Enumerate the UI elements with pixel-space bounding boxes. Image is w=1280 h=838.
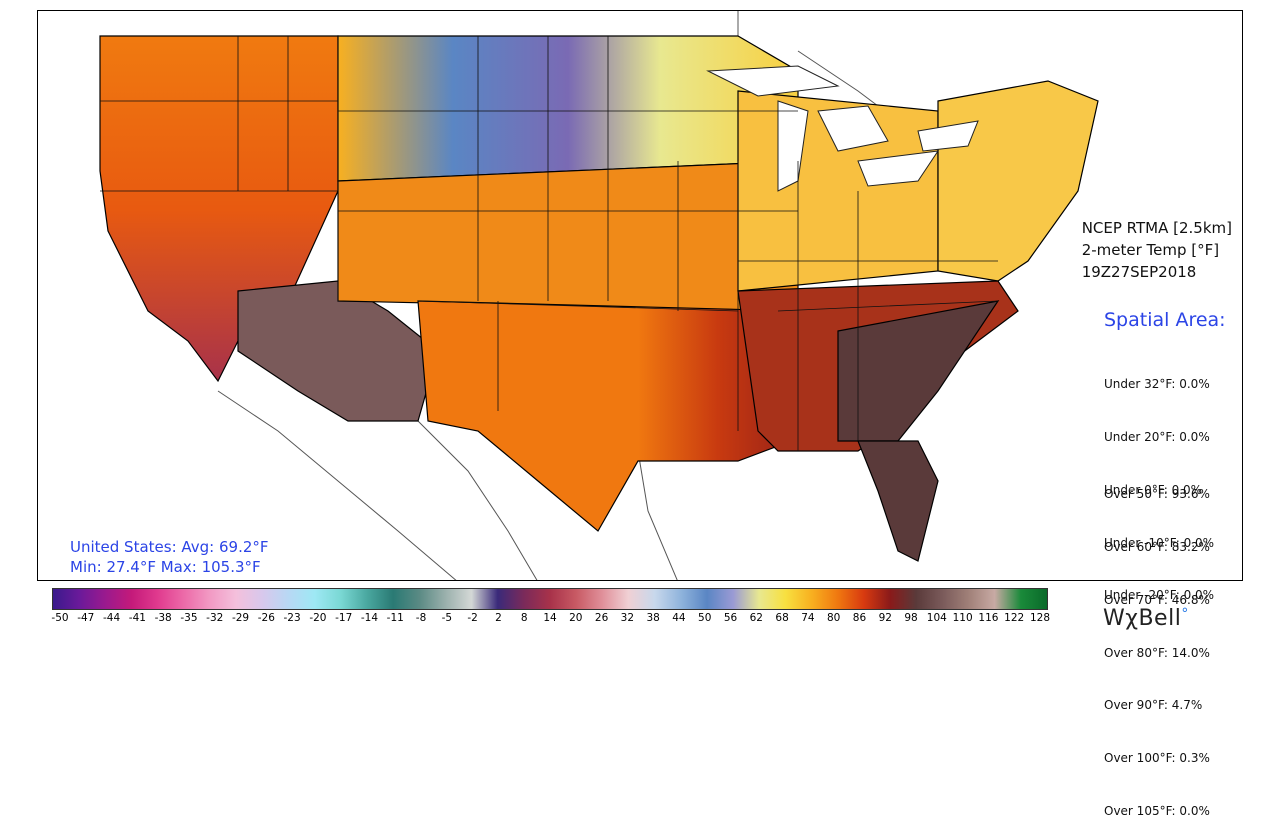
colorbar-tick: -47 (77, 612, 95, 624)
colorbar-tick: -2 (467, 612, 478, 624)
georgia-carolinas-region (837, 300, 1000, 442)
colorbar-tick: 104 (926, 612, 947, 624)
stats-avg: United States: Avg: 69.2°F (70, 538, 269, 556)
colorbar-tick: -23 (283, 612, 301, 624)
colorbar-tick: 74 (801, 612, 815, 624)
colorbar-tick: -14 (360, 612, 379, 624)
colorbar-tick: 110 (952, 612, 973, 624)
colorbar-tick: -17 (335, 612, 353, 624)
over-60: Over 60°F: 83.2% (1104, 539, 1210, 554)
colorbar-tick: -35 (180, 612, 198, 624)
over-80: Over 80°F: 14.0% (1104, 645, 1210, 660)
north-central-region (337, 35, 799, 182)
colorbar-tick: 8 (520, 612, 528, 624)
colorbar-tick: 20 (569, 612, 583, 624)
logo-text: WχBell (1103, 606, 1182, 631)
stats-min-max: Min: 27.4°F Max: 105.3°F (70, 558, 261, 576)
colorbar-tick: -20 (309, 612, 327, 624)
colorbar-tick: 68 (775, 612, 789, 624)
us-stats: United States: Avg: 69.2°F Min: 27.4°F M… (70, 537, 269, 577)
over-threshold-list: Over 50°F: 93.6% Over 60°F: 83.2% Over 7… (1104, 451, 1210, 838)
colorbar-tick: 86 (852, 612, 867, 624)
over-105: Over 105°F: 0.0% (1104, 803, 1210, 818)
under-minus-20: Under -20°F: 0.0% (1104, 588, 1215, 603)
wxbell-logo: WχBell° (1103, 606, 1189, 631)
colorbar-tick: -29 (231, 612, 250, 624)
under-0: Under 0°F: 0.0% (1104, 482, 1203, 497)
colorbar-tick: 32 (620, 612, 635, 624)
state-borders (100, 36, 999, 451)
colorbar-tick: 122 (1004, 612, 1025, 624)
temperature-map (99, 11, 1099, 580)
colorbar-tick: -5 (441, 612, 453, 624)
over-70: Over 70°F: 46.8% (1104, 592, 1210, 607)
temperature-colorbar (52, 588, 1048, 610)
product-variable: 2-meter Temp [°F] (1081, 241, 1220, 259)
product-name: NCEP RTMA [2.5km] (1081, 219, 1232, 237)
colorbar-tick: 128 (1029, 612, 1051, 624)
under-minus-10: Under -10°F: 0.0% (1104, 535, 1215, 550)
colorbar-tick: -26 (257, 612, 275, 624)
great-lakes (706, 65, 979, 192)
colorbar-tick: 56 (723, 612, 738, 624)
map-frame (37, 10, 1243, 581)
over-100: Over 100°F: 0.3% (1104, 751, 1210, 766)
colorbar-tick: 44 (672, 612, 686, 624)
colorbar-tick: 80 (826, 612, 841, 624)
central-plains-region (337, 160, 799, 312)
colorbar-tick: -50 (51, 612, 69, 624)
logo-dot: ° (1181, 606, 1189, 622)
product-info: NCEP RTMA [2.5km] 2-meter Temp [°F] 19Z2… (1082, 217, 1232, 283)
product-time: 19Z27SEP2018 (1081, 263, 1197, 281)
colorbar-tick: -38 (154, 612, 172, 624)
conus-land (99, 35, 1099, 562)
under-32: Under 32°F: 0.0% (1104, 377, 1210, 392)
under-threshold-list: Under 32°F: 0.0% Under 20°F: 0.0% Under … (1104, 341, 1214, 623)
colorbar-tick: -44 (103, 612, 121, 624)
colorbar-tick: 92 (878, 612, 892, 624)
colorbar-tick: 62 (749, 612, 763, 624)
colorbar-tick: 2 (495, 612, 502, 624)
colorbar-tick: 98 (904, 612, 918, 624)
colorbar-tick: 50 (698, 612, 712, 624)
colorbar-tick: 26 (594, 612, 609, 624)
neighbor-borders (217, 11, 899, 580)
spatial-area-title: Spatial Area: (1104, 309, 1226, 331)
colorbar-tick: -11 (386, 612, 404, 624)
colorbar-tick: 116 (978, 612, 999, 624)
colorbar-ticks: -50 -47 -44 -41 -38 -35 -32 -29 -26 -23 -20 -17 -14-… (51, 612, 1051, 626)
colorbar-tick: 38 (646, 612, 660, 624)
under-20: Under 20°F: 0.0% (1104, 429, 1210, 444)
over-50: Over 50°F: 93.6% (1104, 487, 1210, 502)
colorbar-tick: -32 (206, 612, 224, 624)
florida-region (857, 440, 939, 562)
colorbar-tick: -8 (415, 612, 427, 624)
colorbar-tick: 14 (543, 612, 557, 624)
over-90: Over 90°F: 4.7% (1104, 698, 1203, 713)
colorbar-tick: -41 (128, 612, 146, 624)
northeast-region (937, 80, 1099, 282)
